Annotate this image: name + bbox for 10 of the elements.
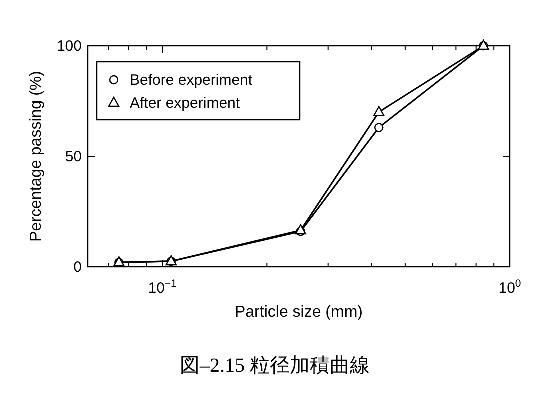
legend-label: After experiment	[130, 95, 241, 112]
y-axis-title: Percentage passing (%)	[28, 71, 45, 242]
y-tick-label: 50	[65, 148, 82, 166]
text: 図–2.15 粒径加積曲線	[180, 355, 370, 377]
x-tick-label: 10$^{−1}$	[148, 278, 178, 297]
x-axis-title: Particle size (mm)	[234, 304, 364, 321]
y-tick-label: 0	[74, 259, 82, 276]
x-tick-label: 10$^{0}$	[498, 278, 522, 297]
y-tick-label: 100	[56, 38, 82, 55]
legend-label: Before experiment	[130, 72, 254, 89]
